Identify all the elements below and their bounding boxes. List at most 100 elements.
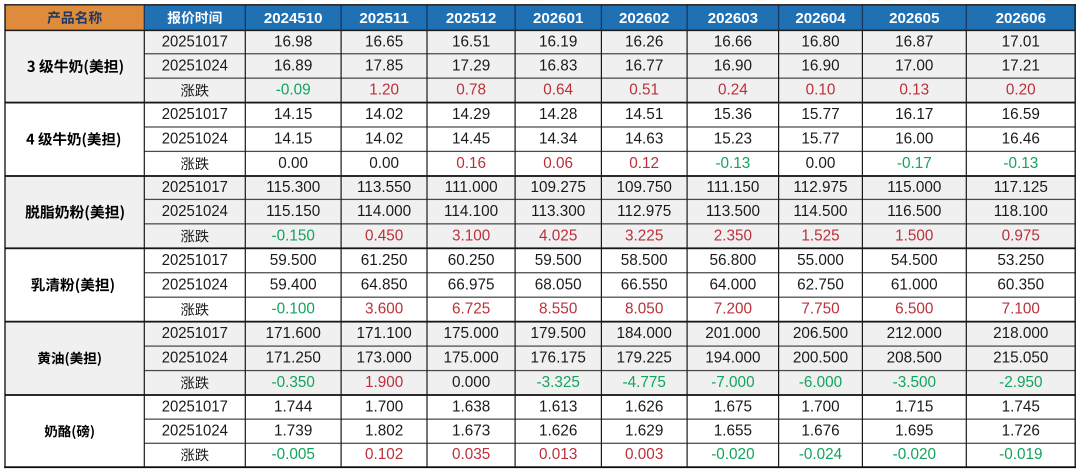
svg-text:16.17: 16.17 [895,106,933,123]
svg-text:17.21: 17.21 [1002,57,1040,74]
svg-text:56.800: 56.800 [710,252,757,269]
svg-text:1.626: 1.626 [539,423,577,440]
svg-text:1.613: 1.613 [539,398,577,415]
svg-text:0.13: 0.13 [899,82,929,99]
svg-text:0.000: 0.000 [452,374,490,391]
svg-text:0.013: 0.013 [539,446,577,463]
svg-text:115.300: 115.300 [266,179,320,196]
svg-text:6.725: 6.725 [452,301,490,318]
svg-text:-0.17: -0.17 [897,155,932,172]
svg-text:20251024: 20251024 [162,276,229,293]
svg-text:16.00: 16.00 [895,131,933,148]
svg-text:173.000: 173.000 [356,350,411,367]
svg-text:-4.775: -4.775 [623,374,666,391]
svg-text:8.050: 8.050 [625,301,663,318]
svg-text:0.00: 0.00 [806,155,836,172]
svg-text:176.175: 176.175 [531,350,586,367]
svg-text:175.000: 175.000 [443,325,498,342]
svg-text:14.15: 14.15 [274,131,312,148]
svg-text:1.638: 1.638 [452,398,490,415]
svg-text:113.550: 113.550 [357,179,411,196]
svg-text:14.29: 14.29 [452,106,490,123]
svg-text:113.500: 113.500 [706,203,760,220]
svg-text:202606: 202606 [996,10,1046,27]
svg-text:17.01: 17.01 [1002,33,1040,50]
svg-text:0.64: 0.64 [543,82,573,99]
svg-text:171.100: 171.100 [356,325,411,342]
svg-text:0.450: 0.450 [365,227,403,244]
svg-text:202603: 202603 [708,10,758,27]
svg-text:111.000: 111.000 [445,179,498,196]
svg-text:15.77: 15.77 [801,106,839,123]
svg-text:20251017: 20251017 [162,398,228,415]
svg-text:3.600: 3.600 [365,301,403,318]
svg-text:109.275: 109.275 [531,179,586,196]
svg-text:114.500: 114.500 [793,203,847,220]
svg-text:1.629: 1.629 [625,423,663,440]
svg-text:1.695: 1.695 [895,423,933,440]
svg-text:111.150: 111.150 [706,179,759,196]
svg-text:0.16: 0.16 [456,155,486,172]
svg-text:1.715: 1.715 [895,398,933,415]
svg-text:112.975: 112.975 [793,179,847,196]
svg-text:179.500: 179.500 [531,325,586,342]
svg-text:116.500: 116.500 [887,203,941,220]
svg-text:202512: 202512 [446,10,496,27]
svg-text:17.00: 17.00 [895,57,933,74]
svg-text:15.36: 15.36 [714,106,752,123]
svg-text:7.200: 7.200 [714,301,752,318]
svg-text:1.802: 1.802 [365,423,403,440]
svg-text:109.750: 109.750 [617,179,672,196]
svg-text:2.350: 2.350 [714,227,752,244]
svg-text:1.739: 1.739 [274,423,312,440]
svg-text:0.24: 0.24 [718,82,748,99]
svg-text:17.85: 17.85 [365,57,403,74]
svg-text:64.000: 64.000 [710,276,757,293]
svg-text:114.100: 114.100 [444,203,498,220]
svg-text:60.350: 60.350 [997,276,1044,293]
svg-text:16.65: 16.65 [365,33,403,50]
svg-text:14.28: 14.28 [539,106,577,123]
svg-text:202604: 202604 [795,10,846,27]
svg-text:16.90: 16.90 [714,57,752,74]
svg-text:1.745: 1.745 [1002,398,1040,415]
svg-text:8.550: 8.550 [539,301,577,318]
svg-text:16.77: 16.77 [625,57,663,74]
svg-text:16.46: 16.46 [1002,131,1040,148]
svg-text:15.77: 15.77 [801,131,839,148]
svg-text:54.500: 54.500 [891,252,938,269]
svg-text:171.600: 171.600 [266,325,321,342]
svg-text:53.250: 53.250 [997,252,1044,269]
svg-text:1.626: 1.626 [625,398,663,415]
svg-text:0.003: 0.003 [625,446,663,463]
svg-text:-0.13: -0.13 [715,155,750,172]
svg-text:14.02: 14.02 [365,131,403,148]
svg-text:0.06: 0.06 [543,155,573,172]
svg-text:118.100: 118.100 [994,203,1048,220]
svg-text:194.000: 194.000 [705,350,760,367]
svg-text:202602: 202602 [619,10,669,27]
svg-text:20251024: 20251024 [162,131,229,148]
svg-text:16.59: 16.59 [1002,106,1040,123]
svg-text:179.225: 179.225 [617,350,672,367]
svg-text:-0.019: -0.019 [999,446,1042,463]
svg-text:212.000: 212.000 [887,325,942,342]
svg-text:2024510: 2024510 [264,10,323,27]
svg-text:20251017: 20251017 [162,106,228,123]
svg-text:0.12: 0.12 [629,155,659,172]
svg-text:-3.325: -3.325 [537,374,580,391]
svg-text:-0.350: -0.350 [272,374,315,391]
svg-text:66.550: 66.550 [621,276,668,293]
svg-text:201.000: 201.000 [705,325,760,342]
svg-text:0.00: 0.00 [278,155,308,172]
svg-text:115.150: 115.150 [266,203,320,220]
svg-text:14.15: 14.15 [274,106,312,123]
svg-text:115.000: 115.000 [887,179,941,196]
svg-text:175.000: 175.000 [443,350,498,367]
svg-text:16.87: 16.87 [895,33,933,50]
svg-text:-0.024: -0.024 [799,446,843,463]
svg-text:20251024: 20251024 [162,423,229,440]
svg-text:16.89: 16.89 [274,57,312,74]
svg-text:16.19: 16.19 [539,33,577,50]
svg-text:64.850: 64.850 [361,276,408,293]
